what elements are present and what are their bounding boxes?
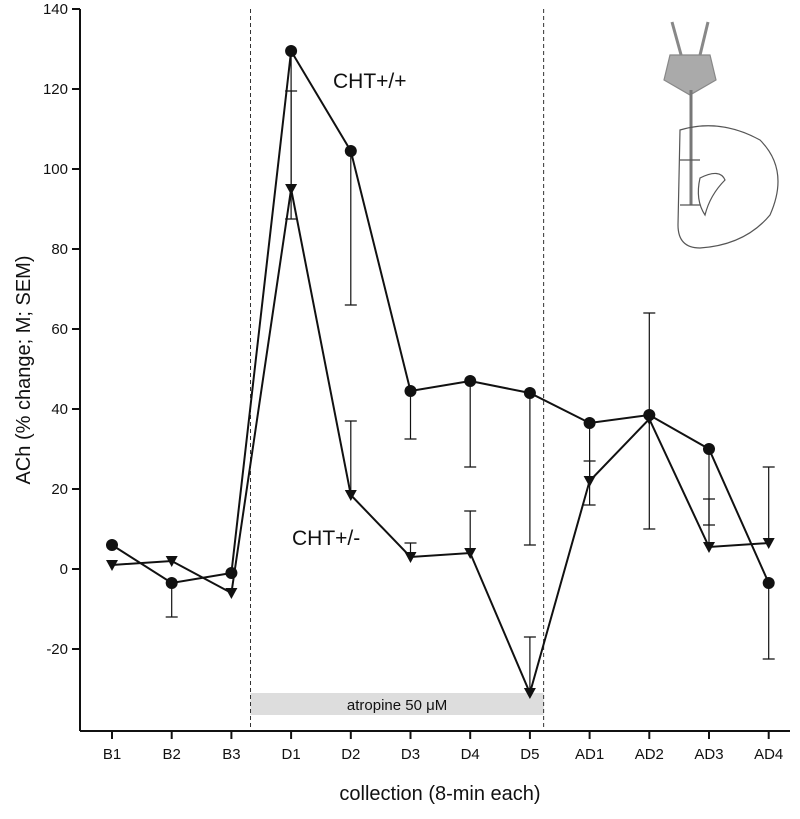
y-tick-label: 120 xyxy=(43,81,68,98)
data-point xyxy=(404,385,417,397)
error-bar xyxy=(464,381,477,468)
error-bar xyxy=(285,90,298,189)
error-bar xyxy=(643,312,656,419)
x-tick-label: D1 xyxy=(282,746,301,763)
data-point xyxy=(643,414,656,425)
x-tick-label: AD2 xyxy=(635,746,664,763)
data-point xyxy=(762,538,775,549)
error-bar xyxy=(523,636,536,693)
data-point xyxy=(225,588,238,599)
x-tick-label: D5 xyxy=(520,746,539,763)
error-bar xyxy=(703,498,715,547)
error-bar xyxy=(762,583,775,660)
error-bar xyxy=(464,510,477,553)
y-tick-label: 80 xyxy=(51,241,68,258)
x-tick-label: D3 xyxy=(401,746,420,763)
data-point xyxy=(404,552,417,563)
data-point xyxy=(464,548,477,559)
y-tick-label: 100 xyxy=(43,161,68,178)
data-point xyxy=(464,375,477,387)
y-tick-label: -20 xyxy=(46,641,68,658)
x-tick-label: B3 xyxy=(222,746,240,763)
data-point xyxy=(344,145,357,157)
data-point xyxy=(523,688,536,699)
x-axis-label: collection (8-min each) xyxy=(339,783,540,805)
y-tick-label: 140 xyxy=(43,1,68,18)
data-point xyxy=(583,476,596,487)
error-bar xyxy=(344,420,357,495)
x-tick-label: B1 xyxy=(103,746,121,763)
series-label: CHT+/+ xyxy=(333,70,407,93)
treatment-label: atropine 50 μM xyxy=(347,697,447,714)
series-line xyxy=(111,47,770,585)
data-point xyxy=(106,560,118,571)
data-point xyxy=(344,490,357,501)
error-bar xyxy=(643,415,656,530)
data-point xyxy=(165,577,178,589)
x-tick-label: AD1 xyxy=(575,746,604,763)
x-tick-label: AD3 xyxy=(694,746,723,763)
data-point xyxy=(523,387,536,399)
error-bar xyxy=(404,391,417,440)
y-axis-label: ACh (% change; M; SEM) xyxy=(13,256,35,485)
error-bar xyxy=(762,466,775,543)
series-label: CHT+/- xyxy=(292,527,360,550)
electrode-brain-icon xyxy=(663,21,779,249)
error-bar xyxy=(523,393,536,546)
y-tick-label: 20 xyxy=(51,481,68,498)
x-tick-label: B2 xyxy=(163,746,181,763)
y-tick-label: 0 xyxy=(60,561,68,578)
x-tick-label: AD4 xyxy=(754,746,783,763)
data-point xyxy=(583,417,596,429)
data-point xyxy=(762,577,775,589)
data-point xyxy=(703,542,715,553)
data-point xyxy=(703,443,715,455)
data-point xyxy=(285,184,298,195)
x-tick-label: D4 xyxy=(461,746,480,763)
y-tick-label: 60 xyxy=(51,321,68,338)
error-bar xyxy=(344,151,357,306)
data-point xyxy=(165,556,178,567)
treatment-bar xyxy=(250,693,544,715)
data-point xyxy=(285,45,298,57)
series-line xyxy=(111,188,769,697)
x-tick-label: D2 xyxy=(341,746,360,763)
y-tick-label: 40 xyxy=(51,401,68,418)
data-point xyxy=(106,539,118,551)
